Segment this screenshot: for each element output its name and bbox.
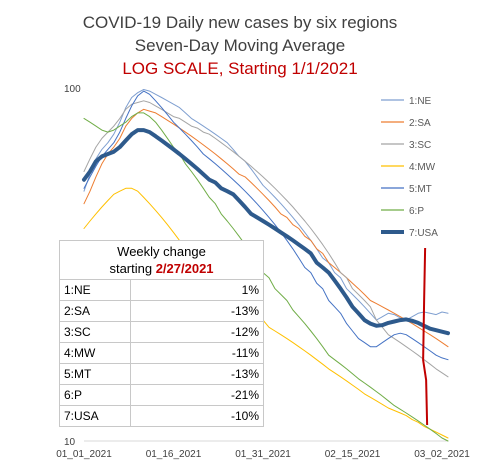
y-tick-label: 100	[64, 84, 81, 95]
series-lines	[82, 89, 450, 442]
series-line-4-mw	[83, 187, 449, 439]
series-line-5-mt	[83, 90, 449, 361]
x-axis-ticks: 01_01_2021 01_16_2021 01_31_2021 02_15_2021…	[56, 449, 470, 460]
weekly-change-value: -11%	[130, 342, 264, 364]
table-row: 6:P -21%	[59, 384, 264, 406]
weekly-change-value: -13%	[130, 363, 264, 385]
region-name: 5:MT	[59, 363, 131, 385]
y-tick-label: 10	[64, 437, 76, 448]
table-row: 1:NE 1%	[59, 279, 264, 301]
region-name: 1:NE	[59, 279, 131, 301]
table-header-date: 2/27/2021	[155, 261, 214, 276]
legend-label: 6:P	[409, 206, 424, 217]
series-line-6-p	[83, 112, 449, 442]
legend-label: 5:MT	[409, 184, 432, 195]
table-header-line1: Weekly change	[117, 244, 206, 259]
region-name: 3:SC	[59, 321, 131, 343]
legend-label: 4:MW	[409, 162, 436, 173]
chart-subtitle: Seven-Day Moving Average	[135, 36, 345, 55]
table-row: 3:SC -12%	[59, 321, 264, 343]
weekly-change-table: Weekly change starting 2/27/2021 1:NE 1% …	[59, 240, 264, 427]
legend: 1:NE 2:SA 3:SC 4:MW 5:MT 6:P 7:USA	[381, 96, 438, 239]
x-tick-label: 03_02_2021	[414, 449, 470, 460]
marker-line	[422, 247, 429, 426]
table-row: 4:MW -11%	[59, 342, 264, 364]
x-tick-label: 01_16_2021	[146, 449, 202, 460]
table-row: 2:SA -13%	[59, 300, 264, 322]
series-line-7-usa	[82, 128, 450, 336]
chart-scale-note: LOG SCALE, Starting 1/1/2021	[122, 59, 357, 78]
series-line-2-sa	[83, 108, 449, 348]
x-tick-label: 01_01_2021	[56, 449, 112, 460]
region-name: 2:SA	[59, 300, 131, 322]
series-line-3-sc	[83, 100, 449, 378]
table-header: Weekly change starting 2/27/2021	[59, 240, 264, 280]
table-header-prefix: starting	[109, 261, 156, 276]
y-axis-ticks: 100 10	[64, 84, 81, 448]
weekly-change-value: -13%	[130, 300, 264, 322]
legend-label: 2:SA	[409, 118, 431, 129]
table-row: 5:MT -13%	[59, 363, 264, 385]
region-name: 6:P	[59, 384, 131, 406]
series-line-1-ne	[83, 89, 449, 321]
weekly-change-value: 1%	[130, 279, 264, 301]
date-marker	[422, 247, 429, 426]
table-header-row: Weekly change starting 2/27/2021	[59, 240, 264, 280]
x-tick-label: 01_31_2021	[235, 449, 291, 460]
region-name: 7:USA	[59, 405, 131, 427]
region-name: 4:MW	[59, 342, 131, 364]
table-header-line2: starting 2/27/2021	[64, 260, 259, 277]
table-row: 7:USA -10%	[59, 405, 264, 427]
x-tick-label: 02_15_2021	[325, 449, 381, 460]
legend-label: 3:SC	[409, 140, 431, 151]
legend-label: 7:USA	[409, 228, 438, 239]
weekly-change-value: -21%	[130, 384, 264, 406]
weekly-change-value: -12%	[130, 321, 264, 343]
legend-label: 1:NE	[409, 96, 432, 107]
weekly-change-value: -10%	[130, 405, 264, 427]
chart-title: COVID-19 Daily new cases by six regions	[83, 13, 398, 32]
